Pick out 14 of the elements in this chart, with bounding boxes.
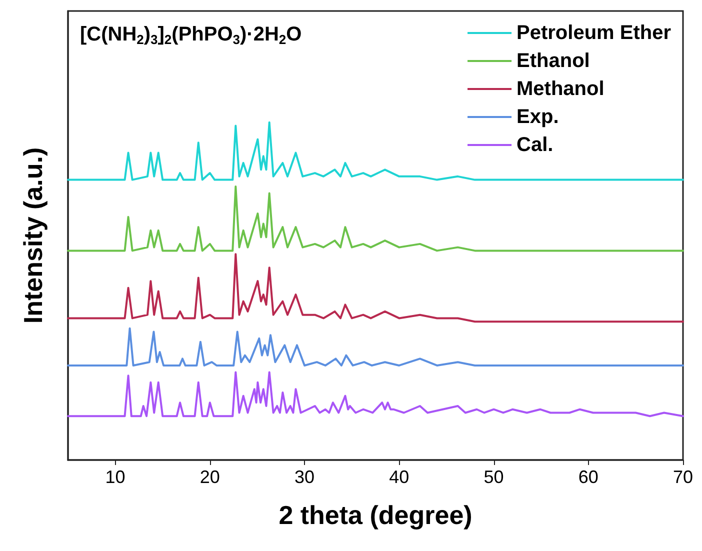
x-axis-title: 2 theta (degree) bbox=[278, 500, 472, 530]
x-tick-label: 70 bbox=[672, 467, 694, 487]
x-tick-label: 50 bbox=[484, 467, 504, 487]
x-tick-label: 10 bbox=[105, 467, 126, 487]
x-tick-label: 40 bbox=[389, 467, 410, 487]
legend-label: Ethanol bbox=[516, 50, 590, 72]
legend-label: Exp. bbox=[516, 106, 559, 128]
legend-label: Methanol bbox=[516, 78, 604, 100]
y-axis-title: Intensity (a.u.) bbox=[18, 147, 48, 324]
x-tick-label: 30 bbox=[294, 467, 315, 487]
x-tick-label: 20 bbox=[200, 467, 220, 487]
legend-label: Cal. bbox=[516, 134, 554, 156]
x-tick-label: 60 bbox=[578, 467, 598, 487]
legend-label: Petroleum Ether bbox=[516, 22, 672, 44]
